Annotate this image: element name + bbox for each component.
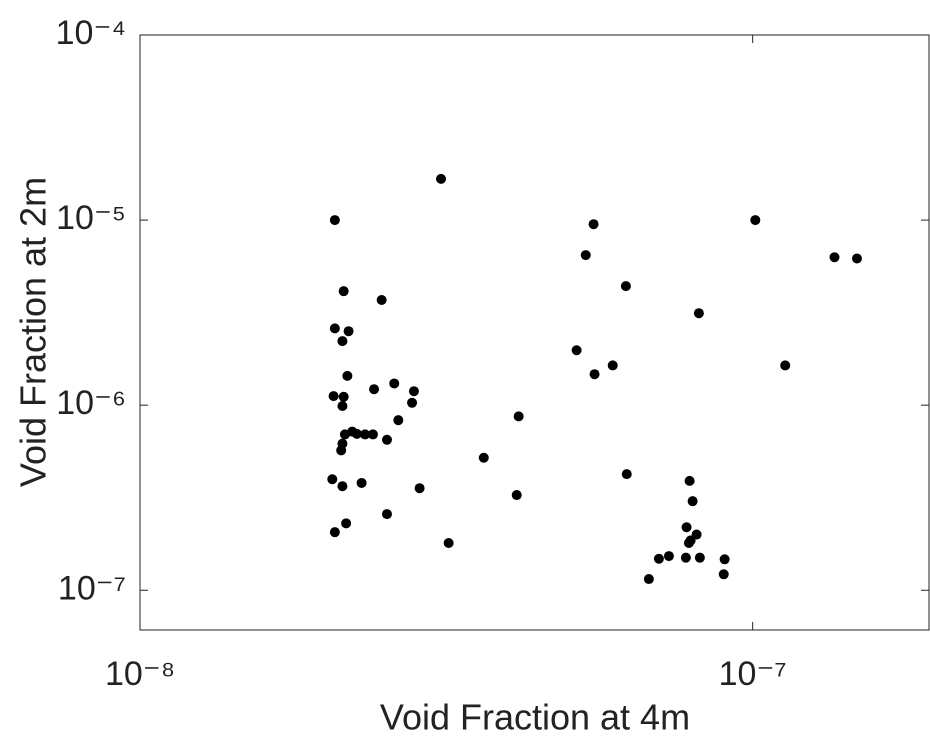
point [338,286,349,297]
point [329,215,340,226]
point [693,308,704,319]
point [571,345,582,356]
point [376,295,387,306]
point [393,415,404,426]
point [342,370,353,381]
point [367,429,378,440]
y-tick-label: 10⁻⁷ [58,569,126,607]
plot-frame [139,34,930,631]
y-tick-label: 10⁻⁴ [56,14,126,52]
point [478,452,489,463]
point [414,483,425,494]
point [718,569,729,580]
point [588,219,599,230]
y-tick-label: 10⁻⁵ [56,199,126,237]
point [719,554,730,565]
point [589,369,600,380]
point [443,538,454,549]
point [621,469,632,480]
point [643,574,654,585]
point [337,336,348,347]
point [328,391,339,402]
point [339,429,350,440]
point [436,173,447,184]
point [580,250,591,261]
point [369,384,380,395]
point [407,397,418,408]
point [341,518,352,529]
point [750,215,761,226]
point [607,360,618,371]
point [337,481,348,492]
point [680,552,691,563]
point [329,323,340,334]
point [336,445,347,456]
x-tick-label: 10⁻⁸ [105,655,175,693]
point [663,551,674,562]
point [780,360,791,371]
y-tick-label: 10⁻⁶ [56,384,126,422]
point [338,391,349,402]
point [389,378,400,389]
point [829,252,840,263]
point [681,522,692,533]
point [356,477,367,488]
point [694,552,705,563]
y-axis-label: Void Fraction at 2m [13,177,54,487]
point [851,253,862,264]
x-tick-label: 10⁻⁷ [719,655,787,693]
x-axis-label: Void Fraction at 4m [380,697,690,738]
point [653,553,664,564]
point [329,527,340,538]
point [684,475,695,486]
point [360,429,371,440]
point [343,326,354,337]
point [337,400,348,411]
point [683,538,694,549]
point [381,509,392,520]
point [620,281,631,292]
point [513,411,524,422]
point [408,386,419,397]
point [327,474,338,485]
point [511,490,522,501]
point [687,496,698,507]
point [381,434,392,445]
point [351,428,362,439]
